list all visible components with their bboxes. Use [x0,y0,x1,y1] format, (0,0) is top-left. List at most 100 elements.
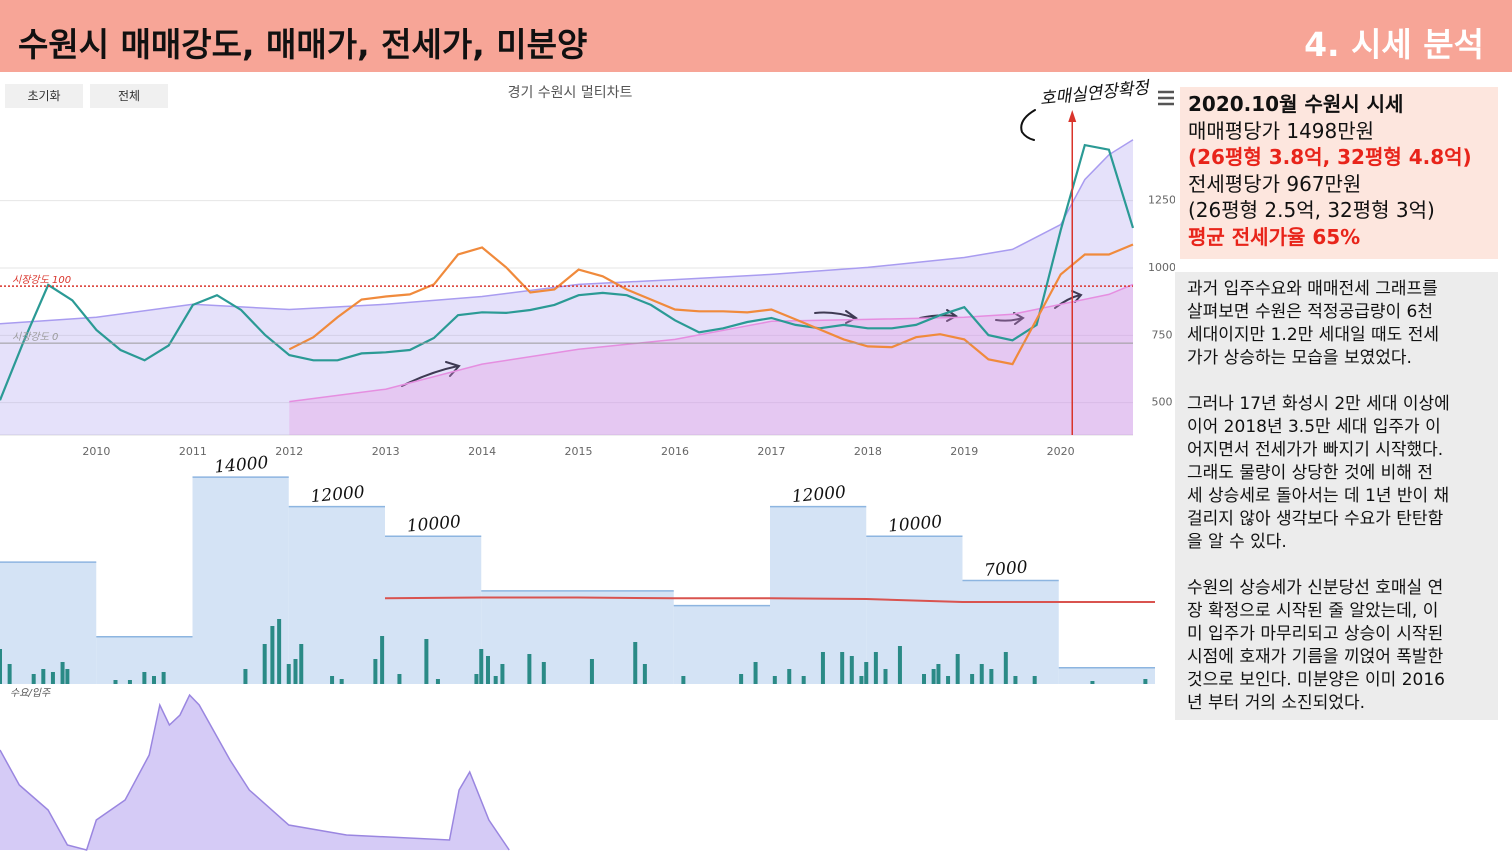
bar [970,674,975,684]
bar [864,662,869,684]
bar [787,669,792,684]
bar [339,679,344,684]
step [866,536,963,684]
bar [161,672,166,684]
x-tick-label: 2013 [372,445,400,458]
x-tick-label: 2012 [275,445,303,458]
bar [286,664,291,684]
bar [262,644,267,684]
bar [474,674,479,684]
bar [989,669,994,684]
info-line: 매매평당가 1498만원 [1188,118,1375,143]
x-tick-label: 2019 [950,445,978,458]
bar [772,676,777,684]
section-title: 4. 시세 분석 [1304,25,1484,64]
text-line: 그러나 17년 화성시 2만 세대 이상에 [1187,394,1450,414]
bar [931,669,936,684]
bar [270,626,275,684]
text-line: 것으로 보인다. 미분양은 이미 2016 [1187,670,1445,690]
bar [883,669,888,684]
bar [31,674,36,684]
bar [113,680,118,684]
bar [979,664,984,684]
bar [527,654,532,684]
bar [330,676,335,684]
step [770,506,867,684]
bar [1090,681,1095,684]
value-label: 10000 [887,512,943,537]
annotation-arrow [1068,110,1077,122]
text-line: 을 알 수 있다. [1187,532,1287,552]
bar [142,672,147,684]
x-tick-label: 2015 [565,445,593,458]
all-button[interactable]: 전체 [90,84,168,108]
text-line: 그래도 물량이 상당한 것에 비해 전 [1187,463,1433,483]
bar [373,659,378,684]
bar [1032,676,1037,684]
value-label: 14000 [214,453,270,478]
bar [293,659,298,684]
text-line: 세 상승세로 돌아서는 데 1년 반이 채 [1187,486,1450,506]
bar [753,662,758,684]
bar [922,674,926,684]
bar [1143,679,1148,684]
bar [1003,652,1008,684]
step [385,536,482,684]
y-axis-label: 수요/입주 [10,687,51,699]
bar [946,676,951,684]
step [1058,667,1155,684]
x-tick-label: 2016 [661,445,689,458]
text-line: 이어 2018년 3.5만 세대 입주가 이 [1187,417,1441,437]
step [288,506,385,684]
text-line: 어지면서 전세가가 빠지기 시작했다. [1187,440,1444,460]
text-line: 살펴보면 수원은 적정공급량이 6천 [1187,302,1433,322]
bar [642,664,647,684]
bar [7,664,12,684]
reset-button[interactable]: 초기화 [5,84,83,108]
bar [739,674,744,684]
bar [493,676,498,684]
bar [801,676,806,684]
text-line: 세대이지만 1.2만 세대일 때도 전세 [1187,325,1439,345]
info-line: (26평형 2.5억, 32평형 3억) [1188,198,1435,222]
text-line: 수원의 상승세가 신분당선 호매실 연 [1187,578,1444,598]
title: 수원시 매매강도, 매매가, 전세가, 미분양 [18,25,588,64]
step [0,562,97,684]
series-line [289,283,1134,403]
bar [435,679,440,684]
menu-icon[interactable] [1158,90,1174,106]
bar [849,656,854,684]
bar [243,669,248,684]
x-tick-label: 2014 [468,445,496,458]
bar [65,669,70,684]
bar [873,652,878,684]
series-line [0,143,1135,401]
info-line: 평균 전세가율 65% [1188,224,1361,249]
x-tick-label: 2018 [854,445,882,458]
price-box: 2020.10월 수원시 시세 매매평당가 1498만원 (26평형 3.8억,… [1180,87,1498,259]
value-label: 12000 [791,482,847,507]
bar [479,649,484,684]
bar [1013,676,1018,684]
value-label: 10000 [406,512,462,537]
bar [485,656,490,684]
bar [277,619,282,684]
bar [127,680,132,684]
text-line: 걸리지 않아 생각보다 수요가 탄탄함 [1187,509,1444,529]
hand-arrows [401,109,1083,387]
charts: 경기 수원시 멀티차트 1250 1000 750 500 2010 2011 2012 20… [0,78,1175,851]
bar [820,652,825,684]
text-line: 미 입주가 마무리되고 상승이 시작된 [1187,624,1444,644]
text-line: 과거 입주수요와 매매전세 그래프를 [1187,279,1438,299]
bar [0,649,2,684]
bar [152,676,156,684]
series-area [0,139,1133,435]
text-line: 장 확정으로 시작된 줄 알았는데, 이 [1187,601,1439,621]
bar [41,669,46,684]
demand-line [384,596,1155,603]
x-tick-label: 2011 [179,445,207,458]
text-line: 시점에 호재가 기름을 끼얹어 폭발한 [1187,647,1444,667]
